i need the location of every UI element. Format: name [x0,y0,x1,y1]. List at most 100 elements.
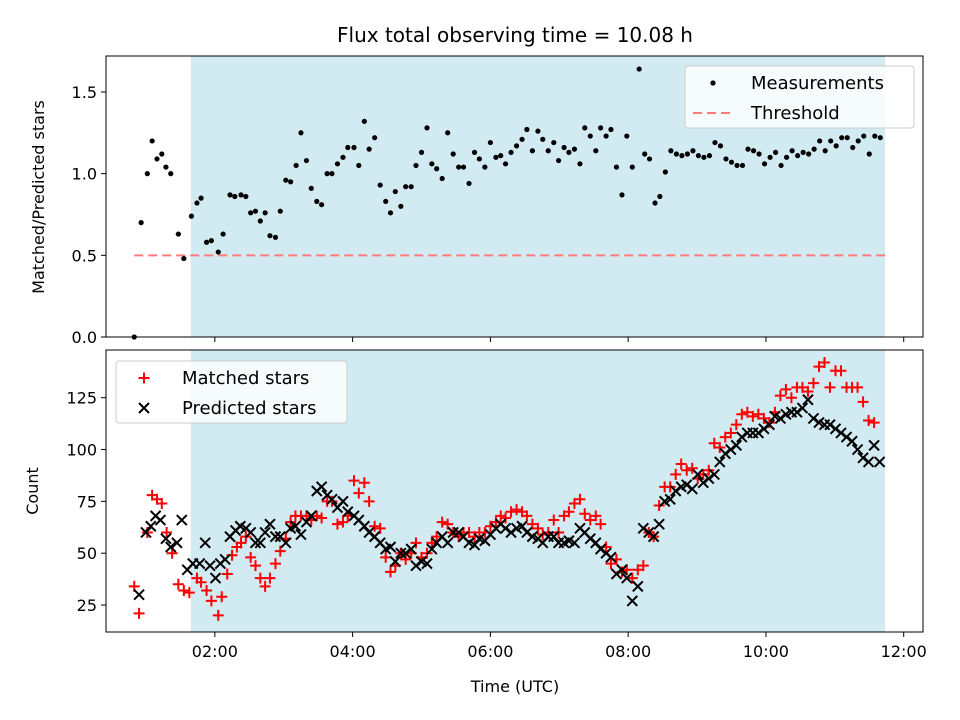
predicted-point [249,537,262,549]
predicted-point [176,514,188,526]
measurement-point [800,149,806,155]
matched-point [269,558,281,570]
matched-point [796,381,808,393]
measurement-point [598,125,604,131]
measurement-point [340,154,346,160]
measurement-point [476,156,482,162]
measurement-point [208,238,214,244]
x-tick-label: 06:00 [467,642,513,661]
measurement-point [298,130,304,136]
measurement-point [460,164,467,170]
measurement-point [262,210,268,216]
measurement-point [789,148,795,154]
matched-point [161,526,173,538]
predicted-point [199,537,211,549]
matched-point [133,607,145,619]
measurement-point [334,161,341,167]
measurement-point [833,143,839,149]
measurement-point [351,144,357,151]
matched-point [337,516,349,528]
matched-point [807,377,819,389]
measurement-point [329,171,335,177]
measurement-point [817,138,823,144]
predicted-point [802,394,814,406]
legend-x-marker [138,402,150,414]
measurement-point [288,179,294,185]
measurement-point [750,148,757,154]
measurement-point [728,159,735,165]
matched-point [590,510,602,522]
measurement-point [159,151,165,157]
predicted-point [209,572,222,584]
matched-point [274,545,286,557]
measurement-point [619,192,625,198]
matched-point [195,576,207,588]
measurement-point [872,133,878,139]
matched-point [863,415,875,426]
axes-frame [105,349,924,633]
measurement-point [778,162,784,169]
predicted-point [337,495,349,508]
measurement-point [657,193,663,200]
matched-point [245,551,257,563]
measurement-point [308,185,314,191]
measurement-point [577,161,583,167]
predicted-point [708,468,720,481]
matched-point [725,427,737,439]
predicted-point [326,493,338,506]
predicted-point [145,520,157,532]
measurement-point [603,133,609,139]
measurement-point [498,153,504,159]
matched-point [249,560,261,572]
measurement-point [466,180,472,187]
measurement-point [723,156,729,162]
measurement-point [767,154,773,160]
x-tick-label: 04:00 [330,642,376,661]
y-tick-label: 125 [66,389,97,408]
measurement-point [811,146,817,152]
predicted-point [851,443,864,456]
matched-point [584,514,596,526]
matched-point [331,518,343,530]
measurement-point [866,151,872,157]
legend-box [115,360,348,424]
legend-label: Threshold [750,103,840,124]
measurement-point [706,153,713,159]
matched-point [221,568,233,580]
matched-point [178,585,190,597]
measurement-point [194,200,200,206]
matched-point [626,572,638,584]
predicted-point [653,518,665,530]
measurement-point [877,135,883,141]
measurement-point [319,202,325,208]
matched-point [774,390,786,402]
matched-point [505,506,517,518]
matched-point [526,518,538,530]
x-tick-label: 08:00 [605,642,651,661]
measurement-point [175,231,181,237]
matched-point [442,518,454,530]
matched-point [548,514,560,526]
measurement-point [513,143,520,149]
predicted-point [193,557,206,570]
matched-point [857,396,869,408]
predicted-point [405,543,417,555]
predicted-point [647,530,660,543]
measurement-point [613,164,620,170]
y-tick-label: 75 [77,492,97,511]
matched-point [201,585,213,597]
measurement-point [243,193,249,200]
matched-point [369,520,381,532]
measurement-point [429,161,435,167]
measurement-point [434,166,440,172]
matched-point [813,361,825,373]
predicted-point [389,555,402,568]
matched-point [385,566,397,578]
measurement-point [571,146,578,152]
measurement-point [413,162,419,169]
measurement-point [324,171,330,177]
predicted-point [244,526,257,539]
predicted-point [219,553,231,566]
measurement-point [267,233,273,239]
matched-point [358,477,370,489]
